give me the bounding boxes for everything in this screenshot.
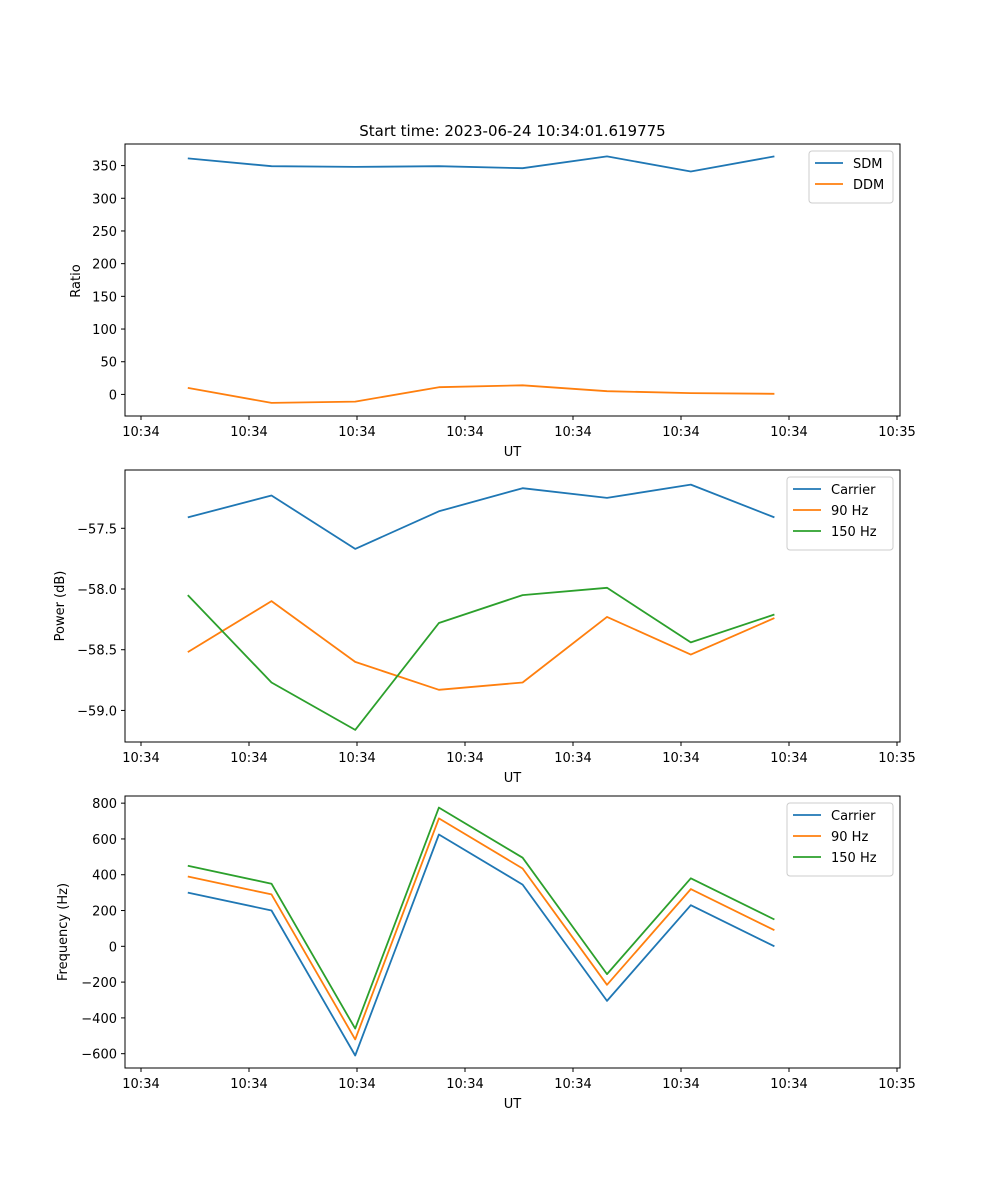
x-tick-label: 10:34: [446, 425, 483, 440]
y-tick-label: 200: [92, 258, 117, 273]
legend-label-90-hz: 90 Hz: [831, 830, 868, 845]
x-tick-label: 10:34: [338, 751, 375, 766]
series-line-ddm: [187, 384, 775, 404]
x-tick-label: 10:34: [770, 751, 807, 766]
x-tick-label: 10:34: [662, 1077, 699, 1092]
y-tick-label: 300: [92, 192, 117, 207]
legend-label-carrier: Carrier: [831, 809, 876, 824]
x-tick-label: 10:34: [662, 425, 699, 440]
series-line-90-hz: [187, 600, 775, 691]
x-tick-label: 10:34: [770, 425, 807, 440]
x-tick-label: 10:35: [878, 751, 915, 766]
series-line-90-hz: [187, 817, 775, 1041]
y-tick-label: −600: [81, 1048, 117, 1063]
y-tick-label: 150: [92, 290, 117, 305]
y-tick-label: −59.0: [77, 704, 117, 719]
series-line-150-hz: [187, 586, 775, 731]
panel-ratio: Start time: 2023-06-24 10:34:01.619775 U…: [69, 122, 916, 460]
x-tick-label: 10:35: [878, 425, 915, 440]
y-tick-label: 600: [92, 833, 117, 848]
x-tick-label: 10:34: [554, 425, 591, 440]
y-tick-label: 250: [92, 225, 117, 240]
panel-power: UT Power (dB) 10:34 10:34 10:34 10:34 10:34 1…: [53, 469, 916, 786]
x-tick-label: 10:34: [338, 1077, 375, 1092]
x-axis-label: UT: [504, 445, 522, 460]
x-tick-label: 10:34: [122, 751, 159, 766]
x-axis-label: UT: [504, 1097, 522, 1112]
x-tick-label: 10:34: [122, 1077, 159, 1092]
legend-label-90-hz: 90 Hz: [831, 504, 868, 519]
y-tick-label: −200: [81, 976, 117, 991]
x-tick-label: 10:34: [230, 1077, 267, 1092]
legend-label-ddm: DDM: [853, 178, 884, 193]
y-tick-label: 350: [92, 160, 117, 175]
x-tick-label: 10:34: [770, 1077, 807, 1092]
axes-frame: [124, 143, 901, 417]
y-tick-label: 50: [100, 356, 117, 371]
y-axis-label: Ratio: [69, 264, 84, 297]
x-tick-label: 10:35: [878, 1077, 915, 1092]
y-axis-label: Power (dB): [53, 571, 68, 642]
x-tick-label: 10:34: [554, 751, 591, 766]
x-tick-label: 10:34: [230, 751, 267, 766]
y-tick-label: −57.5: [77, 522, 117, 537]
x-tick-label: 10:34: [338, 425, 375, 440]
y-tick-label: 400: [92, 869, 117, 884]
y-tick-label: 800: [92, 797, 117, 812]
legend-label-carrier: Carrier: [831, 483, 876, 498]
legend-box: [808, 150, 894, 204]
y-tick-label: 0: [109, 940, 117, 955]
y-tick-label: 100: [92, 323, 117, 338]
x-axis-label: UT: [504, 771, 522, 786]
y-axis-label: Frequency (Hz): [56, 883, 71, 981]
y-tick-label: 0: [109, 388, 117, 403]
x-tick-label: 10:34: [662, 751, 699, 766]
x-tick-label: 10:34: [446, 1077, 483, 1092]
legend-label-sdm: SDM: [853, 157, 882, 172]
axes-frame: [124, 795, 901, 1069]
x-tick-label: 10:34: [446, 751, 483, 766]
y-tick-label: −58.5: [77, 644, 117, 659]
axes-frame: [124, 469, 901, 743]
x-tick-label: 10:34: [554, 1077, 591, 1092]
x-tick-label: 10:34: [230, 425, 267, 440]
series-line-carrier: [187, 483, 775, 550]
series-line-carrier: [187, 833, 775, 1057]
series-line-sdm: [187, 155, 775, 173]
x-tick-label: 10:34: [122, 425, 159, 440]
y-tick-label: −400: [81, 1012, 117, 1027]
series-line-150-hz: [187, 806, 775, 1030]
y-tick-label: −58.0: [77, 583, 117, 598]
chart-title: Start time: 2023-06-24 10:34:01.619775: [359, 122, 665, 140]
y-tick-label: 200: [92, 905, 117, 920]
legend-label-150-hz: 150 Hz: [831, 851, 877, 866]
panel-frequency: UT Frequency (Hz) 10:34 10:34 10:34 10:34 10…: [56, 795, 916, 1112]
legend-label-150-hz: 150 Hz: [831, 525, 877, 540]
